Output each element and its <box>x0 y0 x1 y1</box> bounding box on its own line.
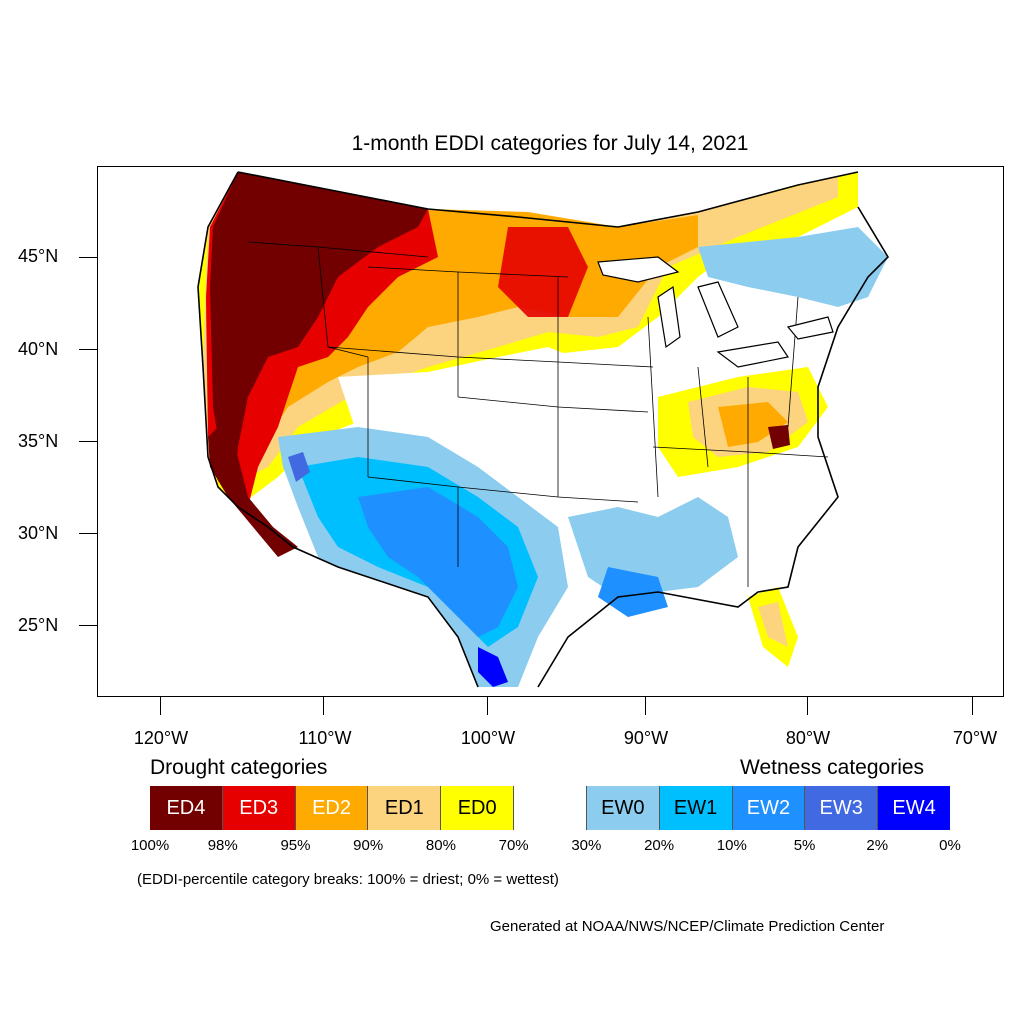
legend-box-ew0: EW0 <box>586 786 660 830</box>
legend-percent-label: 5% <box>793 837 816 854</box>
us-coastline <box>197 171 890 688</box>
lon-tick <box>645 697 646 715</box>
legend-percent-label: 2% <box>866 837 889 854</box>
lon-tick <box>160 697 161 715</box>
region-ew4-texas-coast <box>478 647 508 687</box>
legend-box-ed0: ED0 <box>441 786 515 830</box>
legend-percent-label: 0% <box>939 837 961 854</box>
region-ed4-southern-california <box>208 417 298 557</box>
legend-percent-label: 95% <box>280 837 311 854</box>
legend-box-ed3: ED3 <box>222 786 296 830</box>
lat-tick <box>79 533 97 534</box>
lon-tick <box>323 697 324 715</box>
legend-box-ed2: ED2 <box>295 786 369 830</box>
state-boundaries <box>247 241 829 587</box>
region-ed4-northwest <box>210 172 428 497</box>
credit-line: Generated at NOAA/NWS/NCEP/Climate Predi… <box>490 918 885 935</box>
lat-label-35: 35°N <box>18 431 59 451</box>
lon-tick <box>487 697 488 715</box>
legend-box-ew4: EW4 <box>878 786 950 830</box>
lon-label-110: 110°W <box>298 728 352 748</box>
region-ew2-texas <box>358 487 518 637</box>
lon-label-80: 80°W <box>785 728 831 748</box>
lat-tick <box>79 625 97 626</box>
map-panel[interactable] <box>97 166 1004 697</box>
lon-tick <box>972 697 973 715</box>
lat-tick <box>79 441 97 442</box>
legend-percent-label: 70% <box>498 837 529 854</box>
legend-box-ew1: EW1 <box>659 786 733 830</box>
legend-box-ed1: ED1 <box>368 786 442 830</box>
eddi-map <box>197 171 890 688</box>
lon-tick <box>807 697 808 715</box>
legend-wetness-heading: Wetness categories <box>740 756 925 779</box>
lon-label-100: 100°W <box>460 728 516 748</box>
region-ew2-louisiana <box>598 567 668 617</box>
region-ew3-arizona <box>288 452 310 482</box>
map-title: 1-month EDDI categories for July 14, 202… <box>351 132 749 155</box>
legend-percent-label: 90% <box>353 837 384 854</box>
lat-tick <box>79 257 97 258</box>
lon-label-90: 90°W <box>623 728 669 748</box>
lat-tick <box>79 349 97 350</box>
great-lakes <box>597 256 834 368</box>
legend-percent-label: 98% <box>207 837 238 854</box>
lat-label-40: 40°N <box>18 339 59 359</box>
lat-label-30: 30°N <box>18 523 59 543</box>
legend-box-ed4: ED4 <box>150 786 223 830</box>
region-ew0-northeast <box>698 227 888 307</box>
legend-colorbar: ED4 ED3 ED2 ED1 ED0 EW0 EW1 EW2 EW3 EW4 <box>150 786 950 830</box>
lat-label-45: 45°N <box>18 246 59 266</box>
legend-box-ew2: EW2 <box>732 786 806 830</box>
legend-percent-label: 20% <box>644 837 675 854</box>
category-note: (EDDI-percentile category breaks: 100% =… <box>137 871 559 888</box>
region-ed1-florida <box>758 602 788 647</box>
lat-label-25: 25°N <box>18 615 59 635</box>
legend-percent-label: 80% <box>425 837 456 854</box>
region-ed3-minnesota <box>498 227 588 317</box>
legend-box-ew3: EW3 <box>805 786 879 830</box>
region-ed2-ohio-valley <box>718 402 788 447</box>
legend-percent-label: 100% <box>130 837 170 854</box>
legend-percent-label: 10% <box>716 837 747 854</box>
legend-percent-label: 30% <box>571 837 602 854</box>
region-ed4-virginia <box>768 425 790 449</box>
legend-box-normal <box>514 786 587 830</box>
legend-drought-heading: Drought categories <box>150 756 328 779</box>
lon-label-70: 70°W <box>952 728 998 748</box>
lon-label-120: 120°W <box>133 728 189 748</box>
